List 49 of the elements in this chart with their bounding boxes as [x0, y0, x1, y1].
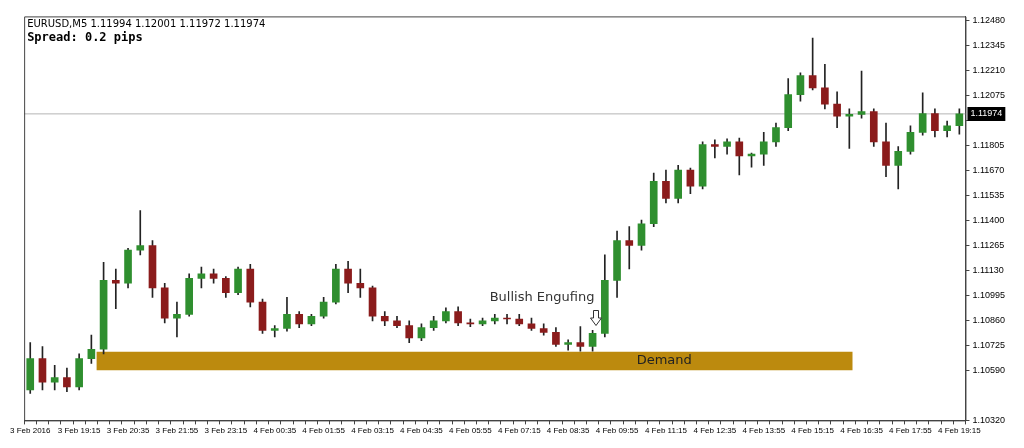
- x-tick-label: 4 Feb 00:35: [253, 426, 297, 436]
- x-tick-label: 4 Feb 09:55: [595, 426, 639, 436]
- text: Spread: 0.2 pips: [27, 29, 143, 44]
- candlestick: [625, 226, 634, 270]
- y-tick-label: 1.11400: [972, 214, 1005, 225]
- y-tick-label: 1.11535: [972, 189, 1005, 200]
- x-tick-label: 4 Feb 12:35: [693, 426, 737, 436]
- candlestick: [136, 210, 145, 256]
- y-tick-label: 1.11805: [972, 139, 1005, 150]
- y-tick-label: 1.10995: [972, 289, 1006, 300]
- y-tick-label: 1.10320: [972, 414, 1006, 425]
- candlestick: [356, 268, 365, 298]
- candlestick: [270, 325, 279, 338]
- x-tick-label: 3 Feb 2016: [10, 426, 52, 436]
- x-tick-label: 4 Feb 11:15: [644, 426, 688, 436]
- x-tick-label: 4 Feb 01:55: [302, 426, 346, 436]
- x-tick-label: 3 Feb 21:55: [155, 426, 199, 436]
- y-tick-label: 1.12480: [972, 14, 1006, 25]
- x-tick-label: 4 Feb 17:55: [889, 426, 933, 436]
- y-tick-label: 1.11130: [972, 264, 1004, 275]
- x-tick-label: 4 Feb 13:55: [742, 426, 786, 436]
- candlestick: [711, 139, 719, 159]
- band-label: Demand: [636, 352, 692, 368]
- x-tick-label: 4 Feb 08:35: [546, 426, 591, 436]
- candlestick: [173, 301, 181, 338]
- x-tick-label: 4 Feb 05:55: [448, 426, 493, 436]
- y-tick-label: 1.12345: [972, 39, 1006, 50]
- x-tick-label: 3 Feb 20:35: [106, 426, 150, 436]
- y-tick-label: 1.10725: [972, 339, 1006, 350]
- x-tick-label: 4 Feb 07:15: [497, 426, 542, 436]
- x-tick-label: 4 Feb 03:15: [351, 426, 395, 436]
- y-tick-label: 1.11670: [972, 164, 1005, 175]
- x-tick-label: 4 Feb 19:15: [938, 426, 982, 436]
- x-tick-label: 3 Feb 23:15: [204, 426, 248, 436]
- x-tick-label: 4 Feb 16:35: [840, 426, 884, 436]
- x-tick-label: 3 Feb 19:15: [57, 426, 102, 436]
- candlestick: [845, 108, 854, 149]
- y-tick-label: 1.10590: [972, 364, 1006, 375]
- annotation: Bullish Engufing: [489, 288, 595, 304]
- x-tick-label: 4 Feb 15:15: [791, 426, 835, 436]
- y-tick-label: 1.12075: [972, 89, 1006, 100]
- y-tick-label: 1.12210: [972, 64, 1006, 75]
- y-tick-label: 1.10860: [972, 314, 1006, 325]
- x-tick-label: 4 Feb 04:35: [400, 426, 444, 436]
- candlestick: [111, 268, 120, 309]
- chart-title: EURUSD,M5 1.11994 1.12001 1.11972 1.11974: [27, 17, 266, 29]
- y-tick-label: 1.11265: [972, 239, 1005, 250]
- ref-line-label: 1.11974: [970, 108, 1003, 119]
- candlestick: [50, 365, 59, 391]
